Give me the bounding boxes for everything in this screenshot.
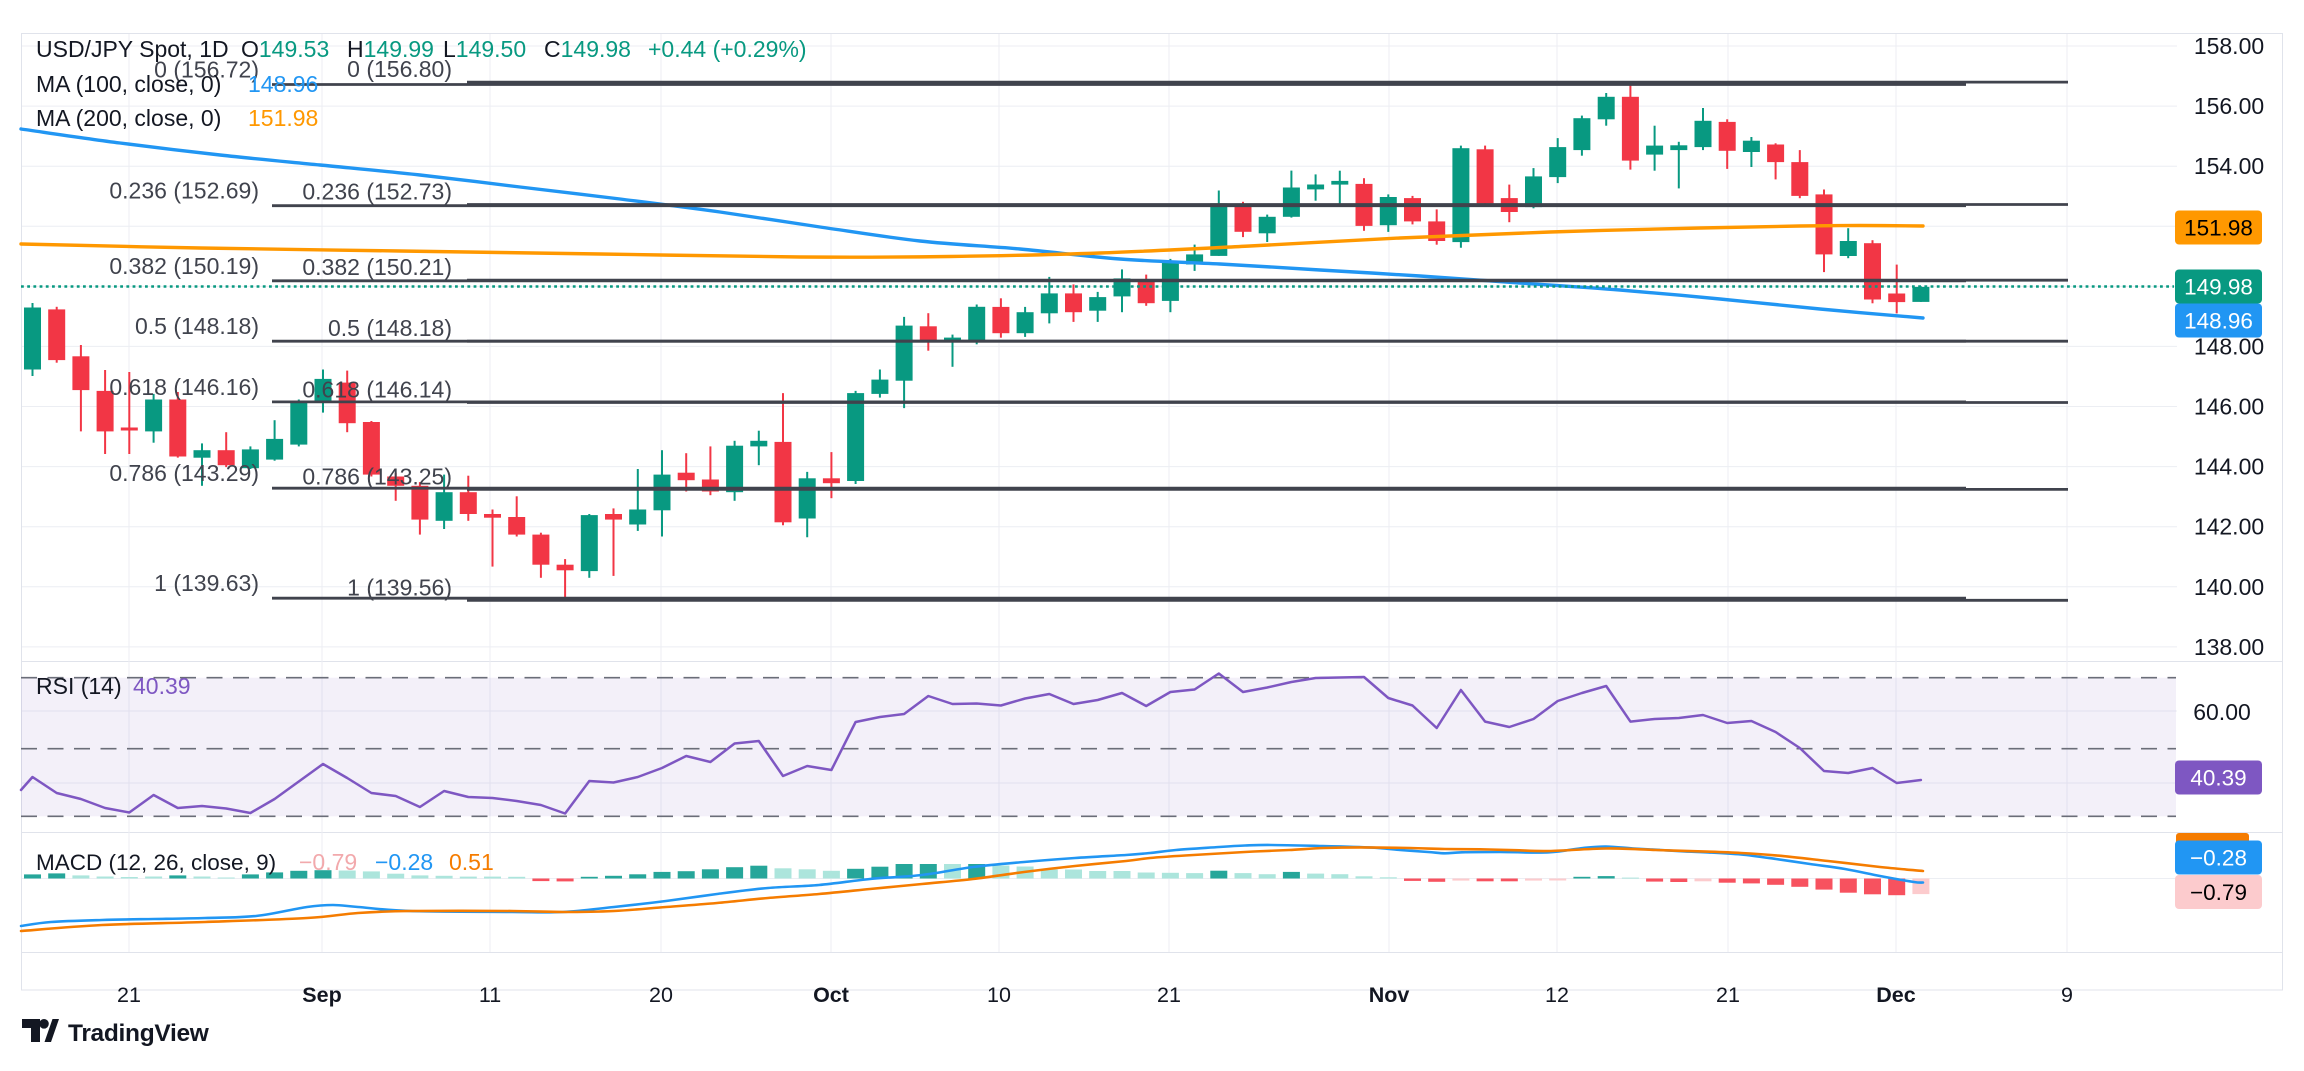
svg-text:0.51: 0.51 [449,849,494,875]
svg-text:148.96: 148.96 [248,71,318,97]
svg-text:RSI (14): RSI (14) [36,673,122,699]
svg-text:MA (100, close, 0): MA (100, close, 0) [36,71,221,97]
svg-text:0.236 (152.73): 0.236 (152.73) [302,179,452,205]
svg-text:0.382 (150.19): 0.382 (150.19) [109,253,259,279]
svg-text:138.00: 138.00 [2194,634,2264,660]
svg-text:1 (139.56): 1 (139.56) [347,574,452,600]
svg-text:TradingView: TradingView [68,1020,210,1047]
svg-text:40.39: 40.39 [133,673,191,699]
svg-text:Nov: Nov [1369,983,1410,1007]
svg-text:60.00: 60.00 [2193,699,2251,725]
svg-text:C149.98: C149.98 [544,36,631,62]
svg-text:142.00: 142.00 [2194,514,2264,540]
svg-text:+0.44 (+0.29%): +0.44 (+0.29%) [648,36,807,62]
svg-text:0.382 (150.21): 0.382 (150.21) [302,254,452,280]
svg-text:21: 21 [117,983,141,1007]
svg-text:0 (156.72): 0 (156.72) [154,57,259,83]
svg-text:0.618 (146.16): 0.618 (146.16) [109,374,259,400]
svg-text:0 (156.80): 0 (156.80) [347,56,452,82]
svg-text:151.98: 151.98 [248,105,318,131]
svg-text:H149.99: H149.99 [347,36,434,62]
svg-text:140.00: 140.00 [2194,574,2264,600]
svg-text:149.98: 149.98 [2184,275,2253,300]
svg-text:Oct: Oct [813,983,849,1007]
svg-text:12: 12 [1545,983,1569,1007]
svg-text:11: 11 [479,983,501,1007]
svg-text:1 (139.63): 1 (139.63) [154,570,259,596]
svg-text:21: 21 [1157,983,1181,1007]
svg-text:USD/JPY Spot, 1D: USD/JPY Spot, 1D [36,36,229,62]
svg-text:Dec: Dec [1876,983,1915,1007]
svg-text:9: 9 [2061,983,2073,1007]
svg-text:0.5 (148.18): 0.5 (148.18) [135,313,259,339]
svg-text:0.236 (152.69): 0.236 (152.69) [109,178,259,204]
svg-text:158.00: 158.00 [2194,33,2264,59]
svg-text:151.98: 151.98 [2184,216,2253,241]
svg-text:0.786 (143.29): 0.786 (143.29) [109,460,259,486]
svg-text:MA (200, close, 0): MA (200, close, 0) [36,105,221,131]
svg-text:−0.79: −0.79 [299,849,357,875]
svg-text:20: 20 [649,983,673,1007]
svg-text:−0.28: −0.28 [375,849,433,875]
svg-text:−0.79: −0.79 [2190,880,2247,905]
svg-text:−0.28: −0.28 [2190,846,2247,871]
svg-text:10: 10 [987,983,1011,1007]
svg-text:40.39: 40.39 [2190,766,2246,791]
svg-text:156.00: 156.00 [2194,93,2264,119]
svg-text:144.00: 144.00 [2194,454,2264,480]
svg-text:0.5 (148.18): 0.5 (148.18) [328,315,452,341]
svg-text:MACD (12, 26, close, 9): MACD (12, 26, close, 9) [36,850,276,875]
svg-text:O149.53: O149.53 [241,36,329,62]
svg-text:Sep: Sep [302,983,341,1007]
svg-text:21: 21 [1716,983,1740,1007]
svg-text:148.96: 148.96 [2184,309,2253,334]
svg-text:154.00: 154.00 [2194,153,2264,179]
svg-text:0.786 (143.25): 0.786 (143.25) [302,463,452,489]
svg-text:146.00: 146.00 [2194,394,2264,420]
svg-text:148.00: 148.00 [2194,333,2264,359]
svg-text:0.618 (146.14): 0.618 (146.14) [302,377,452,403]
svg-text:L149.50: L149.50 [443,36,526,62]
